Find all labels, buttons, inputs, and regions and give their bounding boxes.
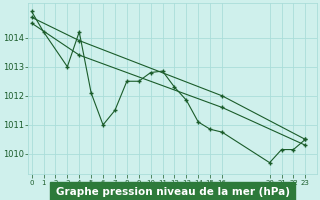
X-axis label: Graphe pression niveau de la mer (hPa): Graphe pression niveau de la mer (hPa) — [56, 187, 290, 197]
